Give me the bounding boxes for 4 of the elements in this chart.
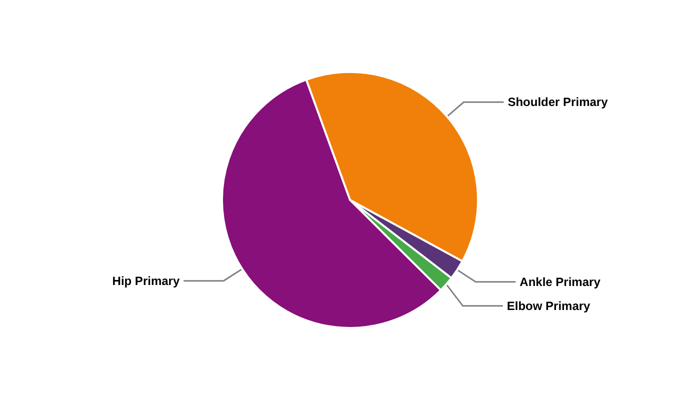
slice-label: Ankle Primary xyxy=(520,274,601,289)
slice-label: Elbow Primary xyxy=(506,298,591,313)
slice-label: Hip Primary xyxy=(112,274,180,288)
slice-label: Shoulder Primary xyxy=(508,95,608,110)
